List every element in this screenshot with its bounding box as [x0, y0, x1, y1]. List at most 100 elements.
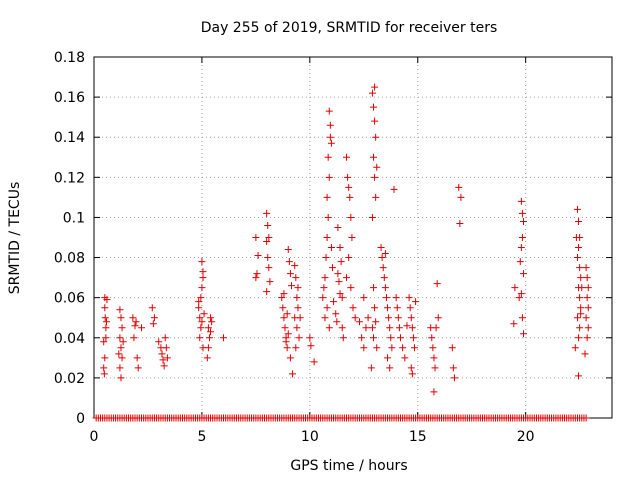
data-point	[198, 284, 206, 292]
data-point	[131, 322, 139, 330]
data-point	[386, 324, 394, 332]
data-point	[378, 254, 386, 262]
data-point	[115, 350, 123, 358]
data-point	[370, 284, 378, 292]
data-point	[336, 290, 344, 298]
data-point	[371, 83, 379, 91]
data-point	[432, 324, 440, 332]
data-point	[349, 304, 357, 312]
data-point	[287, 282, 295, 290]
data-point	[338, 294, 346, 302]
data-point	[372, 318, 380, 326]
data-point	[345, 254, 353, 262]
chart-title: Day 255 of 2019, SRMTID for receiver ter…	[201, 20, 498, 36]
data-point	[118, 354, 126, 362]
data-point	[520, 217, 528, 225]
data-point	[292, 344, 300, 352]
data-point	[584, 324, 592, 332]
data-point	[381, 250, 389, 258]
data-point	[371, 117, 379, 125]
data-point	[197, 324, 205, 332]
data-point	[163, 354, 171, 362]
data-point	[406, 304, 414, 312]
y-tick-label: 0.14	[54, 130, 85, 146]
data-point	[265, 234, 273, 241]
data-point	[336, 244, 344, 252]
data-point	[428, 334, 436, 342]
data-point	[411, 344, 419, 352]
data-point	[133, 354, 141, 362]
data-point	[160, 362, 168, 370]
data-point	[448, 344, 456, 352]
data-point	[520, 330, 528, 338]
data-point	[296, 314, 304, 322]
data-point	[377, 244, 385, 252]
data-point	[155, 338, 163, 346]
data-point	[148, 304, 156, 312]
data-point	[457, 193, 465, 201]
data-point	[196, 314, 204, 322]
data-point	[161, 334, 169, 342]
data-point	[286, 270, 294, 278]
data-point	[431, 364, 439, 372]
y-tick-label: 0.12	[54, 170, 85, 186]
data-point	[332, 310, 340, 318]
data-point	[199, 268, 207, 276]
data-point	[582, 314, 590, 322]
data-point	[575, 244, 583, 252]
data-point	[284, 330, 292, 338]
data-point	[325, 173, 333, 181]
axis-ticks: 0 0.02 0.04 0.06 0.08 0.1 0.12 0.14 0.16 0.18 0 5 10…	[54, 50, 612, 445]
data-point	[370, 334, 378, 342]
data-point	[584, 304, 592, 312]
data-point	[515, 294, 523, 302]
data-point	[150, 314, 158, 322]
data-point	[196, 334, 204, 342]
data-point	[325, 324, 333, 332]
y-tick-label: 0.04	[54, 331, 85, 347]
data-point	[198, 318, 206, 326]
y-tick-label: 0.1	[63, 210, 85, 226]
y-tick-label: 0.18	[54, 50, 85, 66]
data-point	[577, 304, 585, 312]
data-point	[283, 310, 291, 318]
data-point	[322, 254, 330, 262]
data-point	[195, 298, 203, 306]
data-point	[292, 274, 300, 282]
data-point	[205, 334, 213, 342]
data-point	[280, 290, 288, 298]
data-point	[382, 294, 390, 302]
data-point	[101, 354, 109, 362]
data-point	[351, 314, 359, 322]
data-point	[408, 324, 416, 332]
data-point	[575, 334, 583, 342]
data-point	[325, 107, 333, 115]
data-point	[280, 314, 288, 322]
data-point	[343, 153, 351, 161]
data-point	[319, 294, 327, 302]
y-tick-label: 0.02	[54, 371, 85, 387]
data-point	[264, 221, 272, 229]
data-point	[320, 284, 328, 292]
data-point	[291, 262, 299, 270]
data-point	[433, 280, 441, 288]
data-point	[412, 298, 420, 306]
data-point	[384, 304, 392, 312]
data-point	[343, 274, 351, 282]
data-point	[581, 350, 589, 358]
data-point	[518, 314, 526, 322]
data-point	[129, 314, 137, 322]
data-point	[348, 234, 356, 241]
data-point	[204, 324, 212, 332]
data-point	[207, 314, 215, 322]
data-point	[517, 197, 525, 205]
data-point	[373, 344, 381, 352]
data-point	[117, 344, 125, 352]
data-point	[197, 294, 205, 302]
data-point	[103, 296, 111, 304]
data-point	[293, 324, 301, 332]
data-point	[360, 294, 368, 302]
data-point	[149, 320, 157, 328]
data-point	[370, 103, 378, 111]
data-point	[199, 274, 207, 282]
